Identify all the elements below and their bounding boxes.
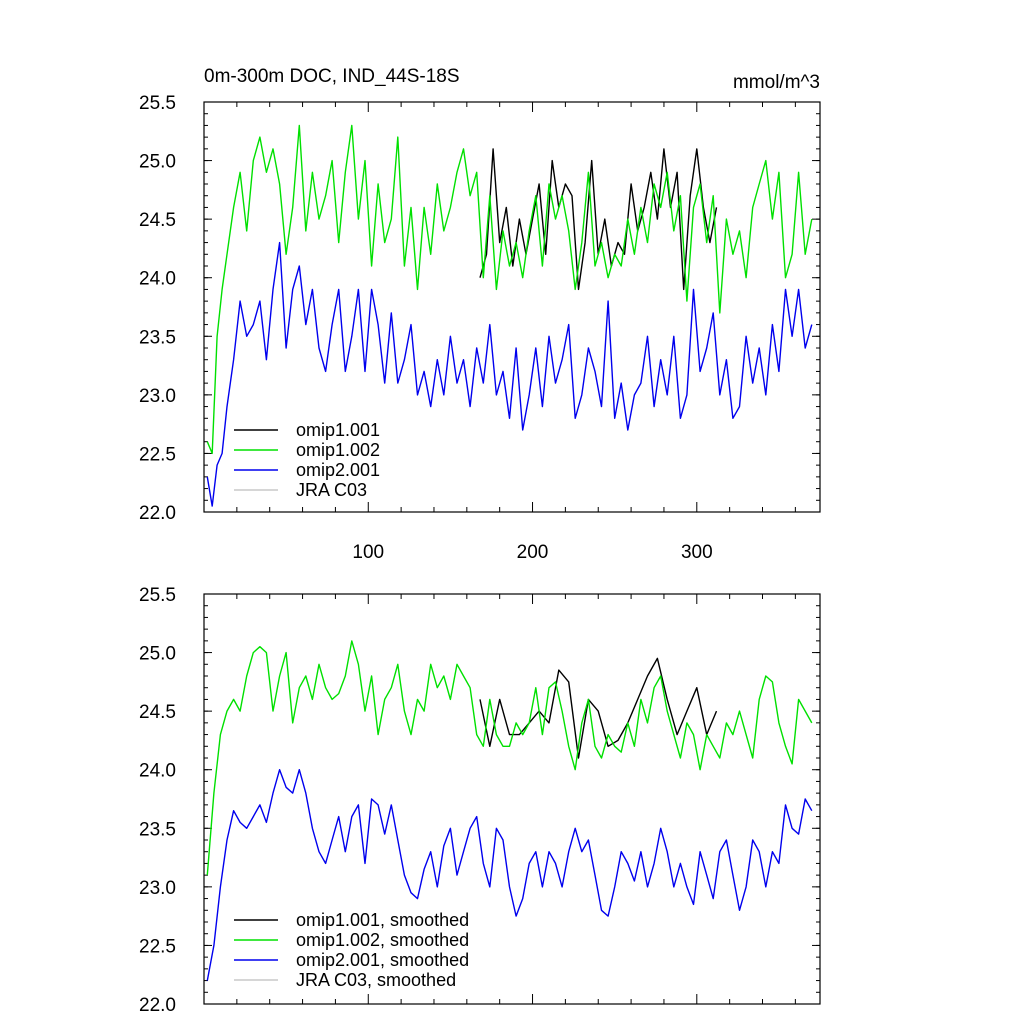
top-panel: 0m-300m DOC, IND_44S-18S mmol/m^3 22.022… — [139, 66, 821, 563]
bottom-panel-frame — [203, 593, 821, 1005]
bottom-panel-ticks: 22.0 22.5 23.0 23.5 24.0 24.5 25.0 25.5 — [139, 585, 820, 1016]
legend-label: JRA C03, smoothed — [296, 970, 456, 990]
y-tick-label: 25.0 — [139, 644, 176, 665]
y-tick-label: 23.0 — [139, 386, 176, 407]
y-tick-label: 23.0 — [139, 878, 176, 899]
legend-label: omip1.001, smoothed — [296, 910, 469, 930]
bottom-panel: 22.0 22.5 23.0 23.5 24.0 24.5 25.0 25.5 omip1.0… — [139, 585, 821, 1016]
y-tick-label: 22.0 — [139, 503, 176, 524]
x-tick-label: 300 — [681, 542, 713, 563]
legend-label: omip2.001, smoothed — [296, 950, 469, 970]
top-panel-plot-area — [206, 124, 813, 507]
y-tick-label: 25.5 — [139, 93, 176, 114]
legend-label: omip1.001 — [296, 420, 380, 440]
y-tick-label: 24.5 — [139, 702, 176, 723]
legend-label: omip2.001 — [296, 460, 380, 480]
y-tick-label: 22.5 — [139, 444, 176, 465]
y-tick-label: 22.0 — [139, 995, 176, 1016]
y-tick-label: 24.5 — [139, 210, 176, 231]
x-tick-label: 200 — [517, 542, 549, 563]
y-tick-label: 24.0 — [139, 269, 176, 290]
y-tick-label: 25.5 — [139, 585, 176, 606]
legend-label: omip1.002, smoothed — [296, 930, 469, 950]
legend-label: omip1.002 — [296, 440, 380, 460]
bottom-panel-plot-area — [206, 640, 813, 981]
y-tick-label: 22.5 — [139, 936, 176, 957]
series-line-omip1-001-smoothed — [479, 657, 718, 759]
top-panel-ticks: 22.0 22.5 23.0 23.5 24.0 24.5 25.0 25.5 100 200 30… — [139, 93, 820, 563]
y-tick-label: 23.5 — [139, 819, 176, 840]
series-line-omip2-001-smoothed — [206, 769, 813, 981]
legend-label: JRA C03 — [296, 480, 367, 500]
top-panel-frame — [203, 101, 821, 513]
series-line-omip1-001 — [479, 148, 718, 291]
series-line-omip1-002-smoothed — [206, 640, 813, 876]
y-tick-label: 25.0 — [139, 152, 176, 173]
x-tick-label: 100 — [352, 542, 384, 563]
top-panel-title: 0m-300m DOC, IND_44S-18S — [204, 66, 460, 87]
series-line-omip2-001 — [206, 241, 813, 507]
series-line-omip1-002 — [206, 124, 813, 455]
y-tick-label: 23.5 — [139, 327, 176, 348]
y-tick-label: 24.0 — [139, 761, 176, 782]
top-panel-units: mmol/m^3 — [733, 72, 820, 93]
